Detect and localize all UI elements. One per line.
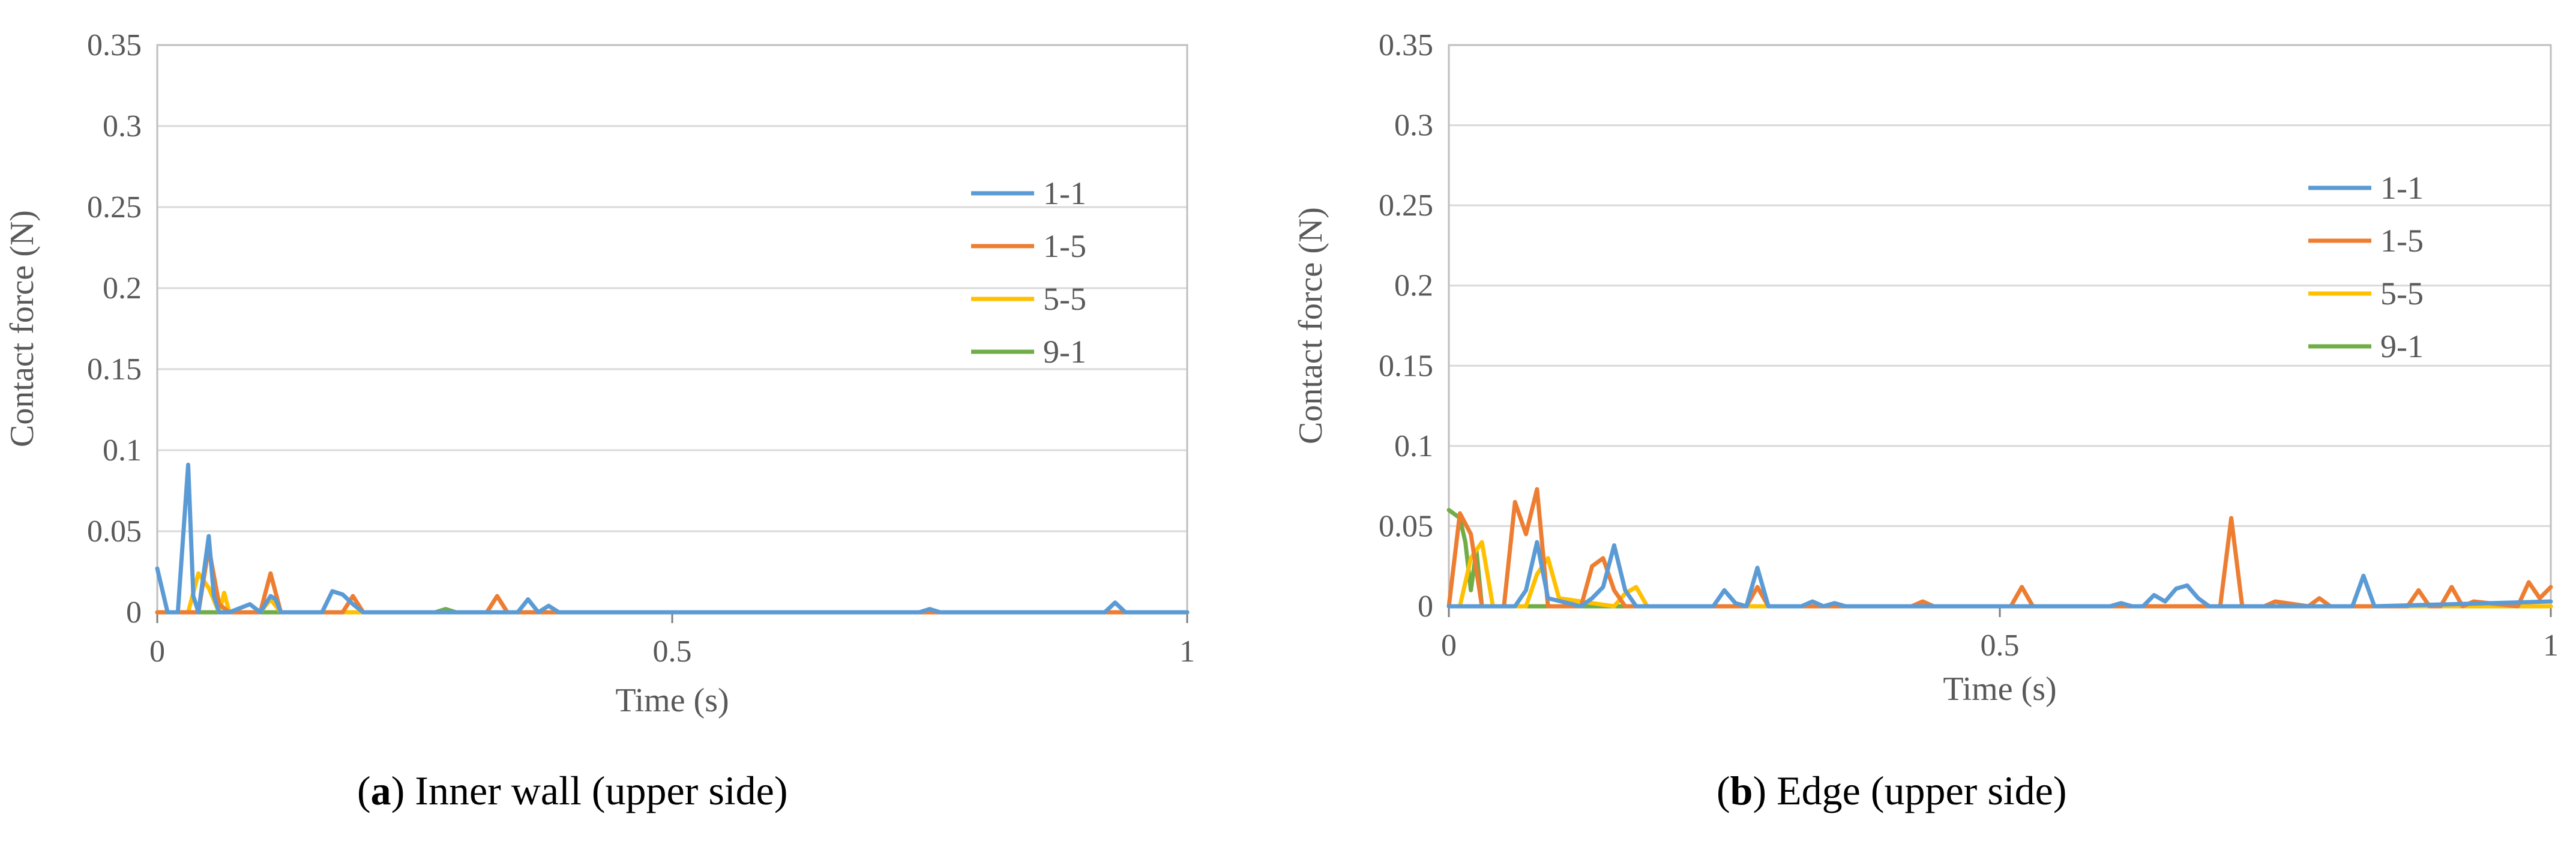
panel-a-series-1-5-line	[155, 545, 1190, 615]
panel-b-legend-label-1-5: 1-5	[2380, 223, 2424, 259]
caption-a-text: ) Inner wall (upper side)	[391, 768, 788, 813]
caption-a: (a) Inner wall (upper side)	[357, 767, 788, 815]
caption-b: (b) Edge (upper side)	[1717, 767, 2067, 815]
panel-b-y-tick-label: 0.35	[1379, 28, 1433, 62]
panel-a-legend-label-1-1: 1-1	[1043, 175, 1086, 211]
panel-b-x-tick-label: 0	[1441, 628, 1457, 663]
panel-a-plot-frame	[156, 44, 1188, 613]
caption-a-open: (	[357, 768, 371, 813]
panel-a-y-tick-label: 0.1	[103, 433, 142, 468]
panel-b-legend-label-5-5: 5-5	[2380, 276, 2424, 312]
panel-a-x-tick-label: 0	[149, 634, 165, 669]
panel-b-plot-frame	[1448, 44, 2552, 607]
caption-b-letter: b	[1730, 768, 1753, 813]
panel-b-y-tick-label: 0.25	[1379, 188, 1433, 223]
panel-b-x-tick-label: 0.5	[1981, 628, 2020, 663]
panel-a-y-axis-title: Contact force (N)	[4, 210, 41, 447]
panel-b-x-tick-label: 1	[2543, 628, 2559, 663]
panel-a-y-tick-label: 0.25	[87, 190, 142, 225]
chart-panel-b: 0 0.05 0.1 0.15 0.2 0.25 0.3 0.35 0 0.5 1 Time (s) C…	[1292, 28, 2559, 708]
panel-a-x-axis-title: Time (s)	[615, 682, 729, 719]
chart-panel-a: 0 0.05 0.1 0.15 0.2 0.25 0.3 0.35 0 0.5 1 Time (s) C…	[4, 28, 1195, 719]
panel-b-legend-label-9-1: 9-1	[2380, 328, 2424, 364]
panel-a-legend-label-9-1: 9-1	[1043, 334, 1086, 370]
panel-b-y-tick-label: 0.15	[1379, 349, 1433, 383]
panel-a-x-tick-label: 0.5	[653, 634, 692, 669]
panel-b-y-tick-label: 0.05	[1379, 509, 1433, 543]
panel-b-y-tick-label: 0	[1418, 589, 1433, 624]
panel-a-y-tick-label: 0.2	[103, 271, 142, 306]
panel-a-y-tick-label: 0.15	[87, 352, 142, 387]
panel-a-x-tick-label: 1	[1179, 634, 1195, 669]
panel-a-series-1-1-line	[155, 462, 1190, 615]
panel-b-legend-label-1-1: 1-1	[2380, 170, 2424, 206]
panel-a-y-tick-label: 0	[126, 595, 142, 630]
panel-a-y-tick-label: 0.05	[87, 514, 142, 549]
panel-b-y-tick-label: 0.3	[1394, 109, 1433, 143]
panel-a-legend-label-1-5: 1-5	[1043, 228, 1086, 264]
panel-b-y-axis-title: Contact force (N)	[1292, 207, 1329, 444]
panel-b-x-axis-title: Time (s)	[1943, 671, 2056, 708]
panel-b-y-tick-label: 0.1	[1394, 429, 1433, 463]
panel-b-series-1-1-line	[1446, 540, 2553, 609]
panel-b-y-tick-label: 0.2	[1394, 269, 1433, 303]
panel-a-series-5-5-line	[155, 571, 1190, 615]
caption-b-open: (	[1717, 768, 1730, 813]
panel-a-y-tick-label: 0.3	[103, 109, 142, 143]
panel-a-y-tick-label: 0.35	[87, 28, 142, 62]
panel-a-legend-label-5-5: 5-5	[1043, 281, 1086, 317]
caption-b-text: ) Edge (upper side)	[1753, 768, 2067, 813]
caption-a-letter: a	[370, 768, 391, 813]
